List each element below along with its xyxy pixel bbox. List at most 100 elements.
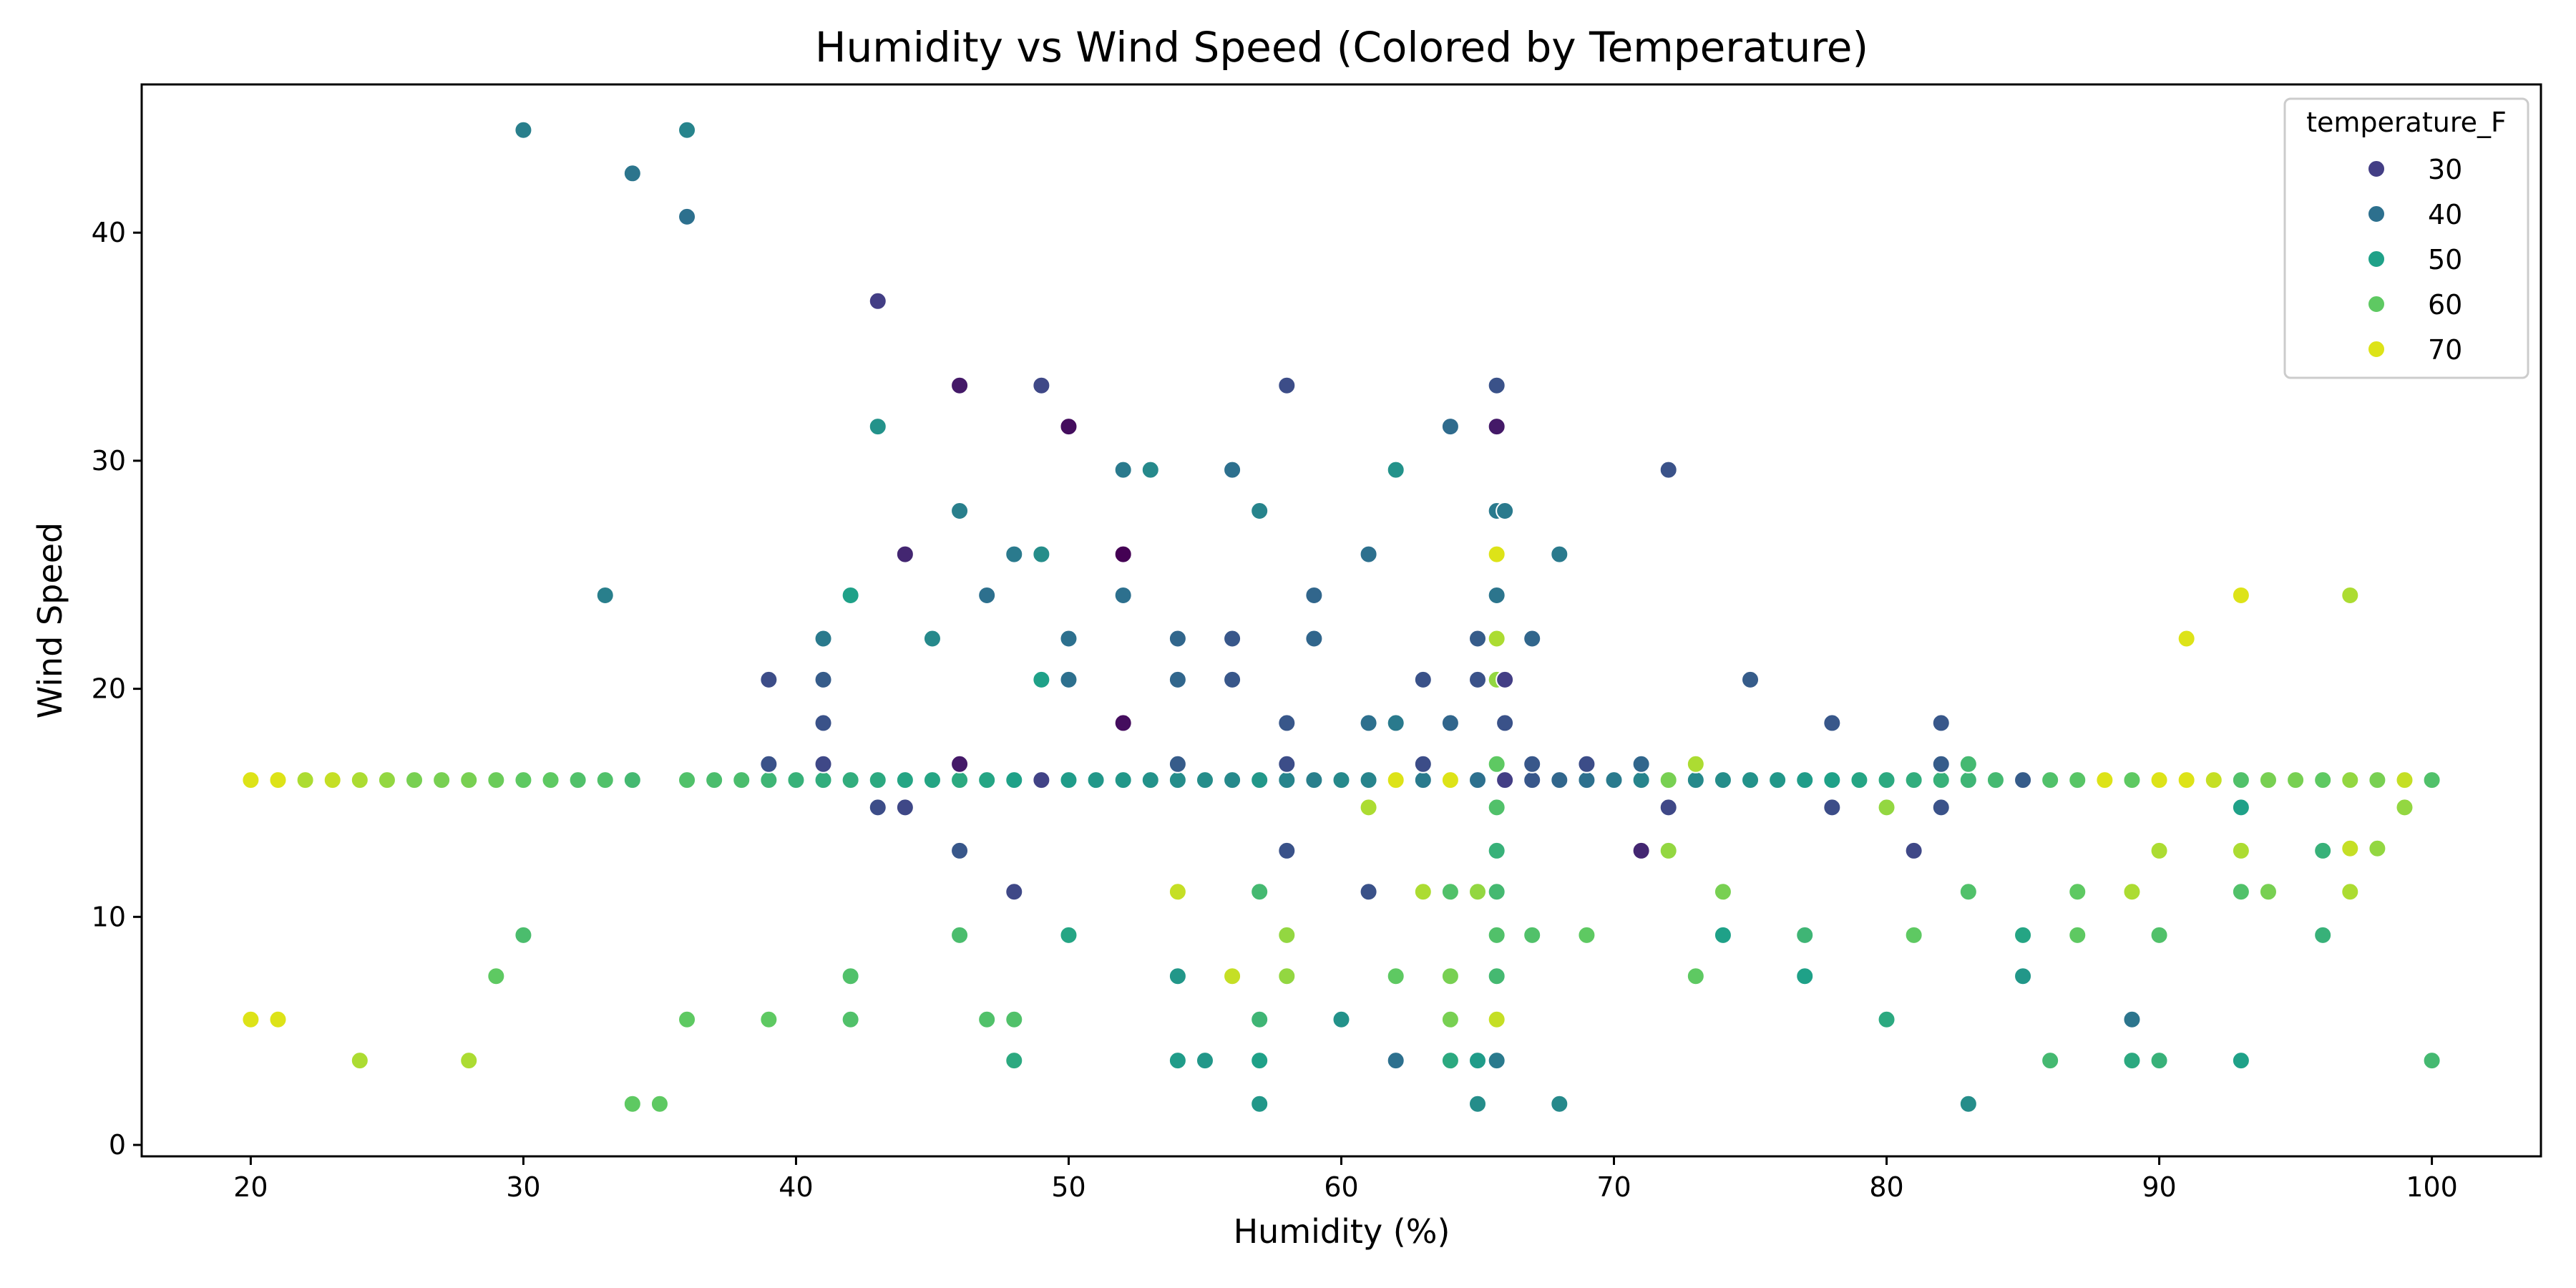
data-point xyxy=(2422,1051,2441,1070)
data-point xyxy=(487,967,506,986)
data-point xyxy=(2313,771,2333,790)
data-point xyxy=(759,1010,779,1029)
data-point xyxy=(1195,1051,1214,1070)
x-tick-label: 40 xyxy=(779,1171,813,1203)
data-point xyxy=(1059,417,1078,436)
data-point xyxy=(1468,629,1488,648)
legend-marker xyxy=(2367,250,2386,268)
data-point xyxy=(1304,585,1324,605)
data-point xyxy=(1113,771,1133,790)
data-point xyxy=(1550,545,1569,564)
data-point xyxy=(1386,460,1405,479)
data-point xyxy=(1468,1051,1488,1070)
data-point xyxy=(1168,967,1187,986)
data-point xyxy=(2395,798,2414,817)
data-point xyxy=(950,754,970,774)
data-point xyxy=(814,771,833,790)
data-point xyxy=(650,1094,669,1113)
data-point xyxy=(1277,713,1297,733)
data-point xyxy=(1413,754,1433,774)
data-point xyxy=(2341,585,2360,605)
y-axis: 0 10 20 30 40 xyxy=(92,217,142,1161)
data-point xyxy=(1277,376,1297,395)
x-axis-label: Humidity (%) xyxy=(1234,1212,1450,1251)
data-point xyxy=(2068,925,2087,945)
data-point xyxy=(241,1010,260,1029)
data-point xyxy=(1059,925,1078,945)
data-point xyxy=(1496,502,1515,521)
data-point xyxy=(1304,629,1324,648)
data-point xyxy=(1713,925,1732,945)
data-point xyxy=(814,713,833,733)
data-point xyxy=(1931,713,1951,733)
y-tick-label: 20 xyxy=(92,673,126,705)
data-point xyxy=(1931,798,1951,817)
data-point xyxy=(1958,1094,1978,1113)
data-point xyxy=(1440,882,1460,902)
x-tick-label: 50 xyxy=(1051,1171,1085,1203)
data-point xyxy=(950,925,970,945)
data-point xyxy=(1277,841,1297,860)
data-point xyxy=(487,771,506,790)
data-point xyxy=(1413,771,1433,790)
data-point xyxy=(2231,585,2250,605)
data-point xyxy=(1659,798,1678,817)
data-point xyxy=(1440,1051,1460,1070)
data-point xyxy=(895,545,914,564)
data-point xyxy=(1686,967,1705,986)
data-point xyxy=(1086,771,1106,790)
data-point xyxy=(1487,585,1506,605)
data-point xyxy=(1413,882,1433,902)
data-point xyxy=(2041,1051,2060,1070)
data-point xyxy=(2068,771,2087,790)
data-point xyxy=(1332,771,1351,790)
data-point xyxy=(1277,771,1297,790)
data-point xyxy=(868,798,887,817)
data-point xyxy=(2341,882,2360,902)
data-point xyxy=(1250,1051,1269,1070)
data-point xyxy=(623,164,642,183)
data-point xyxy=(1277,925,1297,945)
data-point xyxy=(1059,629,1078,648)
data-point xyxy=(2068,882,2087,902)
data-point xyxy=(1168,1051,1187,1070)
data-point xyxy=(841,585,860,605)
data-point xyxy=(623,1094,642,1113)
data-point xyxy=(2150,925,2169,945)
data-point xyxy=(1032,545,1051,564)
data-point xyxy=(1931,771,1951,790)
data-point xyxy=(2150,841,2169,860)
data-point xyxy=(1487,1051,1506,1070)
data-point xyxy=(678,1010,697,1029)
data-point xyxy=(1487,629,1506,648)
data-point xyxy=(1141,460,1160,479)
legend-label: 60 xyxy=(2428,289,2462,321)
x-tick-label: 20 xyxy=(233,1171,268,1203)
data-point xyxy=(922,629,942,648)
data-point xyxy=(1823,798,1842,817)
data-point xyxy=(2204,771,2223,790)
data-point xyxy=(678,207,697,226)
data-point xyxy=(1686,754,1705,774)
data-point xyxy=(459,1051,479,1070)
data-point xyxy=(1795,967,1815,986)
data-point xyxy=(950,771,970,790)
data-point xyxy=(1359,771,1378,790)
data-point xyxy=(759,670,779,689)
data-point xyxy=(2041,771,2060,790)
data-point xyxy=(1032,376,1051,395)
data-point xyxy=(1386,713,1405,733)
data-point xyxy=(1523,754,1542,774)
data-point xyxy=(1223,670,1242,689)
data-point xyxy=(1713,882,1732,902)
data-point xyxy=(1659,771,1678,790)
data-point xyxy=(1250,1094,1269,1113)
data-point xyxy=(405,771,424,790)
data-point xyxy=(1168,882,1187,902)
data-point xyxy=(1386,1051,1405,1070)
data-point xyxy=(1631,771,1651,790)
data-point xyxy=(2014,771,2033,790)
data-point xyxy=(2014,967,2033,986)
data-point xyxy=(1768,771,1787,790)
data-point xyxy=(1850,771,1869,790)
